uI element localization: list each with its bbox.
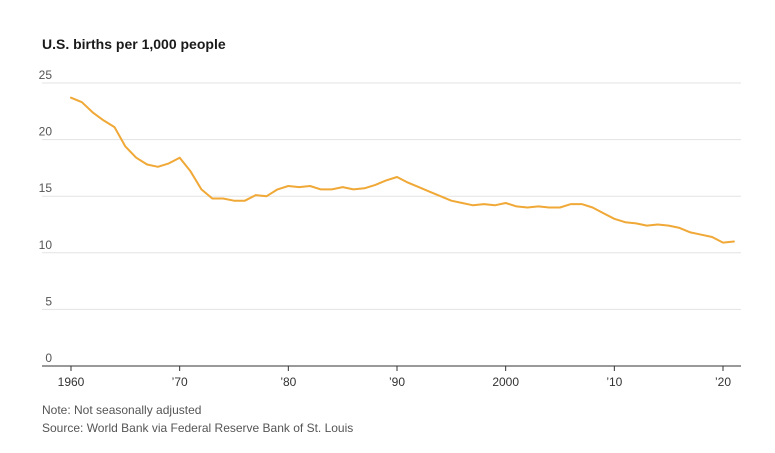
x-tick-label: 1960 xyxy=(58,375,85,389)
x-axis: 1960 ’70 ’80 ’90 2000 ’10 ’20 xyxy=(42,365,741,389)
y-tick-label: 15 xyxy=(39,181,53,195)
x-tick-label: 2000 xyxy=(492,375,519,389)
x-tick-label: ’90 xyxy=(389,375,405,389)
x-tick-label: ’10 xyxy=(606,375,622,389)
y-tick-label: 0 xyxy=(45,351,52,365)
x-tick-label: ’70 xyxy=(172,375,188,389)
series-line-births xyxy=(70,96,735,244)
y-tick-label: 5 xyxy=(45,294,52,308)
y-tick-label: 20 xyxy=(39,125,53,139)
x-tick-label: ’20 xyxy=(715,375,731,389)
chart-source: Source: World Bank via Federal Reserve B… xyxy=(42,421,354,435)
series-group xyxy=(70,96,735,244)
chart-title: U.S. births per 1,000 people xyxy=(42,36,226,52)
y-gridlines xyxy=(42,82,741,310)
y-tick-label: 10 xyxy=(39,238,53,252)
y-tick-labels: 0 5 10 15 20 25 xyxy=(39,68,53,365)
y-tick-label: 25 xyxy=(39,68,53,82)
chart-note: Note: Not seasonally adjusted xyxy=(42,403,202,417)
x-tick-label: ’80 xyxy=(280,375,296,389)
